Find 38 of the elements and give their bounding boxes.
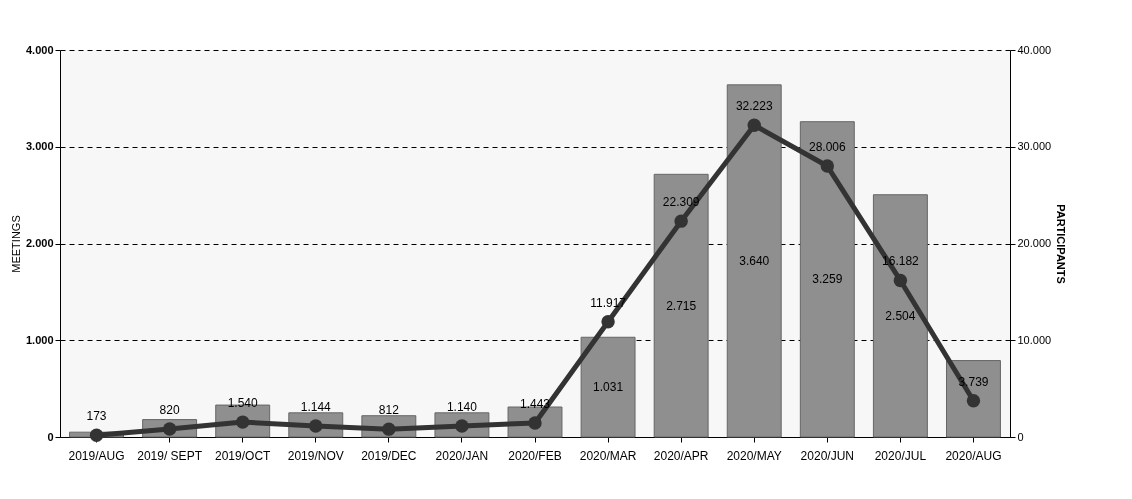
y-tick-label: 0 [47,430,54,443]
y2-tick-label: 40.000 [1017,43,1052,56]
y-axis-title: MEETINGS [9,215,22,273]
x-tick-label: 2020/JUL [874,448,927,463]
y-tick-label: 2.000 [25,237,54,249]
x-tick-label: 2019/AUG [68,448,125,463]
data-label: 3.259 [812,272,843,287]
data-label: 1.031 [593,380,624,395]
data-label: 812 [378,403,400,418]
x-tick-label: 2020/AUG [945,448,1002,463]
data-label: 2.504 [885,308,916,323]
data-label: 173 [86,409,107,424]
y2-tick-label: 20.000 [1017,237,1052,249]
y-tick-label: 4.000 [25,43,54,56]
data-label: 2.715 [666,298,697,313]
x-tick-label: 2020/JUN [800,448,854,463]
y2-axis-title: PARTICIPANTS [1055,204,1068,284]
x-tick-label: 2020/MAY [726,448,782,463]
data-label: 1.144 [300,399,332,414]
y2-tick-label: 0 [1017,430,1024,443]
data-label: 32.223 [735,99,773,114]
x-tick-label: 2019/DEC [361,448,417,463]
x-tick-label: 2020/FEB [508,448,562,463]
data-label: 3.640 [739,253,770,268]
y2-tick-label: 30.000 [1017,140,1052,153]
data-label: 1.140 [446,399,478,414]
x-tick-label: 2019/ SEPT [137,448,203,463]
x-tick-label: 2019/OCT [215,448,272,463]
data-label: 28.006 [808,140,846,155]
data-label: 1.540 [227,396,259,411]
x-tick-label: 2020/APR [653,448,709,463]
y2-tick-label: 10.000 [1017,333,1052,346]
x-tick-label: 2019/NOV [287,448,344,463]
y-tick-label: 1.000 [25,333,54,346]
data-label: 820 [159,403,180,418]
x-tick-label: 2020/MAR [579,448,637,463]
y-tick-label: 3.000 [25,140,54,153]
x-tick-label: 2020/JAN [435,448,489,463]
